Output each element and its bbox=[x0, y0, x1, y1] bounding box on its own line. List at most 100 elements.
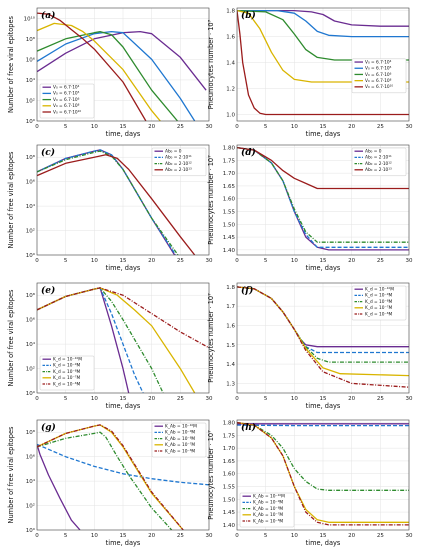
y-tick-label: 1.75 bbox=[223, 158, 236, 164]
legend-label: K_Ab = 10⁻⁹M bbox=[253, 500, 283, 506]
x-tick-label: 10 bbox=[291, 258, 298, 264]
series-line bbox=[37, 30, 196, 121]
y-tick-label: 1.40 bbox=[223, 248, 236, 254]
legend-label: Ab₀ = 0 bbox=[165, 149, 182, 155]
series-line bbox=[37, 287, 164, 393]
y-tick-label: 10² bbox=[26, 228, 35, 235]
x-tick-label: 25 bbox=[177, 258, 184, 264]
series-line bbox=[37, 149, 177, 255]
series-line bbox=[237, 146, 409, 190]
y-tick-label: 10⁶ bbox=[26, 179, 36, 186]
legend-label: K_d = 10⁻⁸M bbox=[365, 299, 392, 305]
legend-label: Ab₀ = 2·10¹¹ bbox=[365, 155, 392, 161]
x-tick-label: 20 bbox=[148, 533, 155, 539]
x-tick-label: 20 bbox=[348, 258, 355, 264]
y-tick-label: 1.80 bbox=[223, 146, 236, 152]
y-tick-label: 10¹⁰ bbox=[24, 15, 36, 22]
x-tick-label: 30 bbox=[206, 396, 213, 402]
x-tick-label: 30 bbox=[406, 124, 413, 130]
panel-label: (c) bbox=[41, 147, 55, 158]
y-tick-label: 1.60 bbox=[223, 197, 236, 203]
legend-label: Ab₀ = 2·10¹¹ bbox=[165, 155, 192, 161]
panel-h: 0 5 10 15 20 25 30 1.40 1.45 1.50 1.55 1.60 1.65 1.70… bbox=[207, 419, 413, 547]
legend-label: V₀ = 6.7·10⁶ bbox=[53, 97, 80, 103]
legend-label: K_d = 10⁻¹⁰M bbox=[53, 357, 82, 363]
legend-label: K_d = 10⁻⁹M bbox=[365, 293, 392, 299]
x-tick-label: 30 bbox=[406, 258, 413, 264]
x-tick-label: 15 bbox=[120, 533, 127, 539]
panel-label: (a) bbox=[41, 10, 55, 21]
y-tick-label: 1.6 bbox=[226, 323, 235, 329]
legend-box bbox=[39, 355, 95, 391]
x-tick-label: 30 bbox=[206, 258, 213, 264]
legend-label: K_d = 10⁻⁷M bbox=[365, 305, 392, 311]
x-axis-label: time, days bbox=[106, 264, 141, 272]
panel-label: (b) bbox=[241, 10, 256, 21]
y-axis-label: Number of free viral epitopes bbox=[7, 151, 15, 248]
legend-label: K_Ab = 10⁻⁷M bbox=[253, 512, 283, 518]
legend-label: K_d = 10⁻⁶M bbox=[365, 311, 392, 317]
y-tick-label: 10⁰ bbox=[26, 118, 36, 125]
y-tick-label: 10⁴ bbox=[26, 478, 36, 485]
legend-label: K_Ab = 10⁻⁸M bbox=[165, 436, 195, 442]
y-tick-label: 1.7 bbox=[226, 304, 235, 310]
x-tick-label: 20 bbox=[148, 396, 155, 402]
panel-d: 0 5 10 15 20 25 30 1.40 1.45 1.50 1.55 1.60 1.65 1.70… bbox=[207, 144, 413, 272]
panel-g: 0 5 10 15 20 25 30 10⁰ 10² 10⁴ 10⁶ 10⁸ (g) time, days… bbox=[7, 419, 213, 547]
legend-box bbox=[351, 285, 407, 321]
x-tick-label: 5 bbox=[264, 533, 268, 539]
y-tick-label: 10⁸ bbox=[26, 429, 36, 436]
panel-c: 0 5 10 15 20 25 30 10⁰ 10² 10⁴ 10⁶ 10⁸ (c) time, days… bbox=[7, 144, 213, 272]
y-axis-label: Pneumocytes number · 10⁷ bbox=[207, 293, 215, 383]
legend-box bbox=[39, 83, 95, 119]
y-tick-label: 1.0 bbox=[226, 113, 235, 119]
x-tick-label: 15 bbox=[320, 533, 327, 539]
panel-label: (e) bbox=[41, 285, 55, 296]
legend-label: Ab₀ = 2·10¹² bbox=[165, 161, 192, 167]
y-tick-label: 1.5 bbox=[226, 343, 235, 349]
y-tick-label: 1.65 bbox=[223, 184, 236, 190]
y-tick-label: 10⁰ bbox=[26, 390, 36, 397]
panel-b: 0 5 10 15 20 25 30 1.0 1.2 1.4 1.6 1.8 (b) time, days… bbox=[207, 7, 413, 138]
legend-label: V₀ = 6.7·10⁴ bbox=[53, 85, 80, 91]
legend-box bbox=[151, 147, 207, 177]
legend-box bbox=[151, 422, 207, 458]
series-line bbox=[37, 287, 209, 349]
x-tick-label: 20 bbox=[348, 396, 355, 402]
x-tick-label: 15 bbox=[320, 258, 327, 264]
x-tick-label: 10 bbox=[291, 124, 298, 130]
x-axis-label: time, days bbox=[106, 539, 141, 547]
x-tick-label: 10 bbox=[91, 396, 98, 402]
x-tick-label: 25 bbox=[377, 533, 384, 539]
series-line bbox=[237, 421, 409, 491]
legend-label: K_Ab = 10⁻⁷M bbox=[165, 442, 195, 448]
x-tick-label: 25 bbox=[177, 396, 184, 402]
x-tick-label: 30 bbox=[206, 533, 213, 539]
legend-label: V₀ = 6.7·10⁸ bbox=[53, 103, 80, 109]
x-tick-label: 25 bbox=[377, 258, 384, 264]
x-tick-label: 0 bbox=[235, 124, 239, 130]
y-tick-label: 10⁸ bbox=[26, 154, 36, 161]
x-axis-label: time, days bbox=[306, 264, 341, 272]
x-tick-label: 0 bbox=[35, 258, 39, 264]
y-tick-label: 10⁴ bbox=[26, 203, 36, 210]
legend-label: K_Ab = 10⁻⁶M bbox=[253, 518, 283, 524]
legend-label: K_d = 10⁻⁹M bbox=[53, 363, 80, 369]
x-tick-label: 15 bbox=[120, 396, 127, 402]
x-axis-label: time, days bbox=[106, 130, 141, 138]
legend-label: K_Ab = 10⁻⁸M bbox=[253, 506, 283, 512]
y-tick-label: 10⁸ bbox=[26, 36, 36, 43]
x-tick-label: 25 bbox=[177, 124, 184, 130]
x-tick-label: 25 bbox=[377, 124, 384, 130]
legend-box bbox=[351, 147, 407, 177]
x-axis-label: time, days bbox=[306, 539, 341, 547]
legend-box bbox=[351, 58, 407, 94]
y-tick-label: 10⁴ bbox=[26, 77, 36, 84]
x-tick-label: 30 bbox=[206, 124, 213, 130]
legend-box bbox=[239, 492, 295, 528]
y-tick-label: 10⁶ bbox=[26, 56, 36, 63]
